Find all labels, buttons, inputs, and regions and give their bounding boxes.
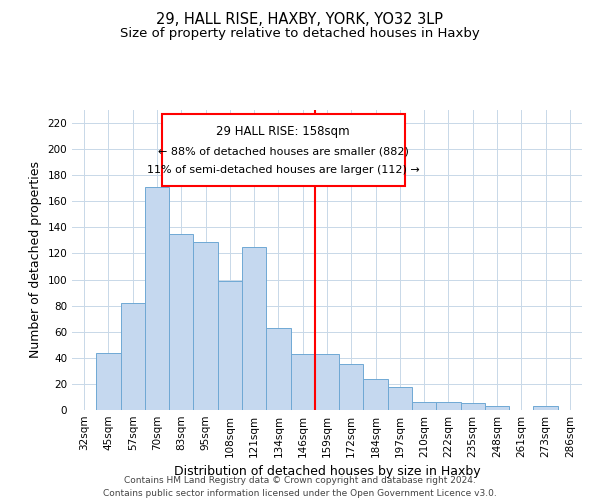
Bar — [193, 242, 218, 410]
Text: Size of property relative to detached houses in Haxby: Size of property relative to detached ho… — [120, 28, 480, 40]
Text: Contains HM Land Registry data © Crown copyright and database right 2024.
Contai: Contains HM Land Registry data © Crown c… — [103, 476, 497, 498]
FancyBboxPatch shape — [162, 114, 405, 186]
Bar — [121, 303, 145, 410]
Y-axis label: Number of detached properties: Number of detached properties — [29, 162, 42, 358]
Bar — [436, 402, 461, 410]
Text: ← 88% of detached houses are smaller (882): ← 88% of detached houses are smaller (88… — [158, 146, 409, 156]
Text: 29 HALL RISE: 158sqm: 29 HALL RISE: 158sqm — [217, 126, 350, 138]
Bar — [145, 187, 169, 410]
Bar — [388, 386, 412, 410]
Bar — [96, 352, 121, 410]
Bar — [169, 234, 193, 410]
Bar — [364, 378, 388, 410]
X-axis label: Distribution of detached houses by size in Haxby: Distribution of detached houses by size … — [173, 466, 481, 478]
Bar — [533, 406, 558, 410]
Bar — [412, 402, 436, 410]
Bar — [461, 404, 485, 410]
Bar — [218, 281, 242, 410]
Text: 29, HALL RISE, HAXBY, YORK, YO32 3LP: 29, HALL RISE, HAXBY, YORK, YO32 3LP — [157, 12, 443, 28]
Bar — [242, 247, 266, 410]
Bar — [266, 328, 290, 410]
Bar — [290, 354, 315, 410]
Bar — [315, 354, 339, 410]
Bar — [485, 406, 509, 410]
Text: 11% of semi-detached houses are larger (112) →: 11% of semi-detached houses are larger (… — [147, 165, 419, 175]
Bar — [339, 364, 364, 410]
